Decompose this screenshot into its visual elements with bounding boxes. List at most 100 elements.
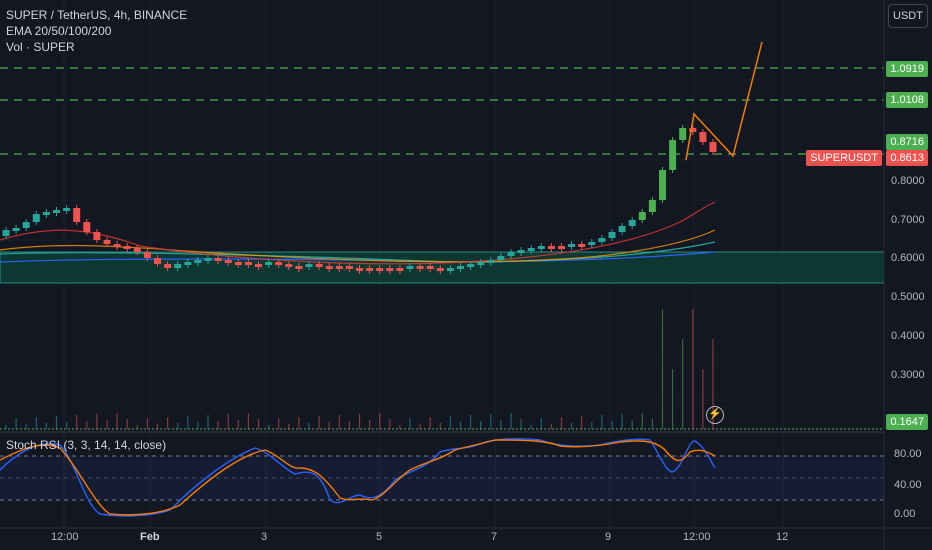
stoch-rsi-legend[interactable]: Stoch RSI (3, 3, 14, 14, close)	[6, 438, 167, 452]
level-1-price-label: 1.0919	[886, 61, 928, 77]
stoch-d-line	[0, 439, 716, 516]
volume-bar	[500, 420, 502, 429]
time-tick: 12:00	[683, 531, 711, 543]
candle-body	[406, 266, 414, 269]
volume-bar	[702, 369, 704, 429]
volume-bar	[156, 424, 159, 429]
volume-bar	[237, 420, 239, 429]
volume-bar	[5, 425, 7, 429]
volume-bar	[510, 413, 512, 429]
candle-body	[699, 132, 707, 142]
current-price-label: 0.8613	[886, 150, 928, 166]
volume-bar	[611, 421, 613, 429]
candle-body	[325, 266, 333, 269]
price-tick: 0.4000	[891, 330, 925, 342]
candle-body	[457, 266, 464, 269]
volume-bar	[409, 418, 411, 429]
candle-body	[143, 252, 151, 258]
candle-body	[154, 258, 161, 264]
volume-bar	[318, 416, 320, 429]
candle-body	[679, 128, 687, 140]
candle-body	[446, 268, 454, 271]
volume-bar	[86, 421, 88, 429]
volume-bar	[621, 414, 623, 429]
volume-bar	[96, 414, 98, 429]
volume-bar	[268, 425, 270, 429]
support-zone[interactable]	[0, 251, 885, 284]
candle-body	[709, 142, 717, 152]
candle-body	[608, 232, 616, 238]
volume-bar	[520, 419, 522, 429]
currency-button[interactable]: USDT	[888, 4, 928, 28]
symbol-legend[interactable]: SUPER / TetherUS, 4h, BINANCE	[6, 8, 188, 22]
volume-bar	[66, 422, 68, 429]
candle-body	[255, 264, 262, 267]
lightning-icon[interactable]: ⚡	[706, 406, 724, 424]
volume-bar	[328, 422, 330, 429]
volume-legend[interactable]: Vol · SUPER	[6, 40, 75, 54]
volume-bar	[490, 414, 492, 429]
candle-body	[568, 244, 576, 247]
candle-body	[537, 246, 545, 249]
candle-body	[53, 210, 60, 213]
volume-bar	[308, 423, 310, 429]
candle-body	[558, 246, 565, 249]
stoch-tick: 40.00	[894, 479, 922, 491]
candle-body	[517, 250, 525, 253]
price-axis-panel[interactable]	[884, 0, 932, 550]
candle-body	[93, 232, 101, 240]
candle-body	[628, 220, 636, 226]
candle-body	[305, 264, 313, 267]
candle-body	[113, 244, 121, 247]
candle-body	[2, 230, 10, 236]
volume-bar	[348, 421, 350, 429]
candle-body	[335, 266, 343, 269]
candle-body	[487, 260, 495, 263]
volume-bar	[379, 413, 381, 429]
candle-body	[285, 264, 293, 267]
candle-body	[244, 262, 252, 265]
time-tick: 12	[776, 531, 789, 543]
volume-bar	[480, 421, 482, 429]
candle-body	[12, 228, 20, 231]
candle-body	[426, 266, 434, 269]
volume-bar	[338, 415, 340, 429]
candle-body	[618, 226, 626, 232]
candle-body	[295, 266, 303, 269]
projection-drawing[interactable]	[685, 41, 763, 161]
time-tick: 12:00	[51, 531, 79, 543]
candle-body	[366, 268, 374, 271]
volume-bar	[591, 422, 593, 429]
candle-body	[638, 212, 646, 220]
volume-bar	[641, 413, 643, 429]
ema-legend[interactable]: EMA 20/50/100/200	[6, 24, 112, 38]
volume-bar	[25, 424, 27, 429]
volume-bar	[399, 425, 401, 429]
candle-body	[669, 140, 677, 170]
volume-bar	[672, 369, 674, 429]
volume-bar	[257, 419, 260, 429]
volume-bar	[439, 423, 441, 429]
volume-bar	[449, 416, 451, 429]
candle-body	[174, 264, 182, 268]
candle-body	[527, 248, 535, 251]
volume-bar	[126, 419, 128, 429]
volume-bar	[298, 417, 300, 429]
candle-body	[547, 246, 555, 249]
candle-body	[123, 246, 131, 249]
candle-body	[396, 268, 404, 271]
volume-bar	[15, 418, 17, 429]
volume-bar	[197, 422, 199, 429]
volume-bar	[369, 420, 371, 429]
volume-bar	[651, 419, 653, 429]
candle-body	[659, 170, 666, 200]
candle-body	[386, 268, 394, 271]
candle-body	[648, 200, 656, 212]
volume-bar	[116, 413, 118, 429]
candle-body	[133, 248, 141, 252]
volume-bar	[560, 417, 563, 429]
candle-body	[497, 256, 505, 260]
volume-bar	[76, 415, 78, 429]
volume-bar	[470, 415, 472, 429]
